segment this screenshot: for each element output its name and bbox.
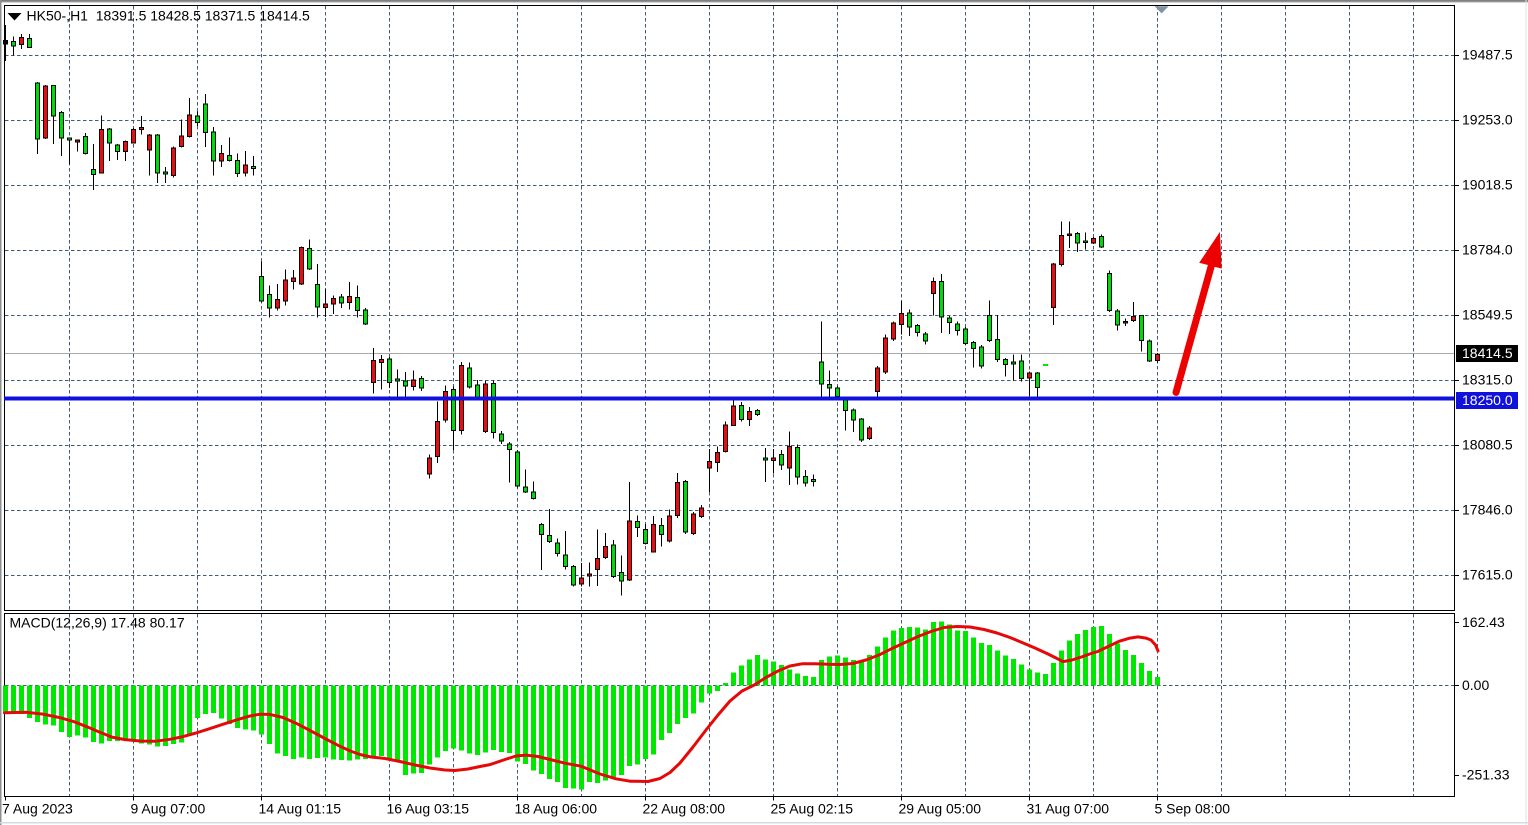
svg-text:22 Aug 08:00: 22 Aug 08:00	[643, 801, 726, 817]
svg-text:19253.0: 19253.0	[1462, 112, 1513, 128]
svg-text:-251.33: -251.33	[1462, 767, 1510, 783]
svg-text:19018.5: 19018.5	[1462, 177, 1513, 193]
svg-text:25 Aug 02:15: 25 Aug 02:15	[771, 801, 854, 817]
svg-text:18414.5: 18414.5	[1462, 345, 1513, 361]
svg-text:162.43: 162.43	[1462, 614, 1505, 630]
svg-text:0.00: 0.00	[1462, 677, 1489, 693]
svg-text:18080.5: 18080.5	[1462, 437, 1513, 453]
svg-text:5 Sep 08:00: 5 Sep 08:00	[1155, 801, 1231, 817]
svg-text:MACD(12,26,9) 17.48 80.17: MACD(12,26,9) 17.48 80.17	[10, 615, 185, 631]
svg-text:29 Aug 05:00: 29 Aug 05:00	[899, 801, 982, 817]
svg-text:14 Aug 01:15: 14 Aug 01:15	[259, 801, 342, 817]
svg-text:31 Aug 07:00: 31 Aug 07:00	[1027, 801, 1110, 817]
svg-text:16 Aug 03:15: 16 Aug 03:15	[387, 801, 470, 817]
svg-text:19487.5: 19487.5	[1462, 47, 1513, 63]
svg-text:17846.0: 17846.0	[1462, 502, 1513, 518]
svg-text:18315.0: 18315.0	[1462, 372, 1513, 388]
svg-text:18250.0: 18250.0	[1462, 392, 1513, 408]
svg-text:18784.0: 18784.0	[1462, 242, 1513, 258]
svg-text:HK50-,H1 18391.5 18428.5 1837: HK50-,H1 18391.5 18428.5 18371.5 18414.5	[27, 8, 311, 24]
svg-text:7 Aug 2023: 7 Aug 2023	[2, 801, 73, 817]
svg-text:17615.0: 17615.0	[1462, 567, 1513, 583]
svg-text:9 Aug 07:00: 9 Aug 07:00	[131, 801, 206, 817]
svg-text:18 Aug 06:00: 18 Aug 06:00	[515, 801, 598, 817]
svg-text:18549.5: 18549.5	[1462, 307, 1513, 323]
